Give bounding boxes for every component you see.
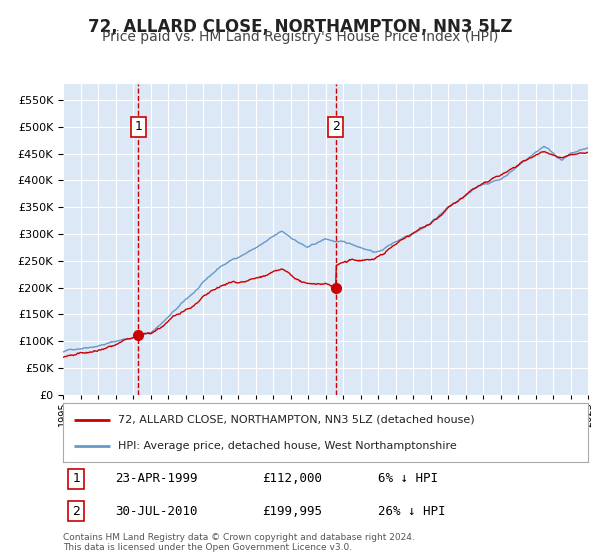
Text: This data is licensed under the Open Government Licence v3.0.: This data is licensed under the Open Gov… bbox=[63, 543, 352, 552]
Text: £199,995: £199,995 bbox=[263, 505, 323, 517]
Text: £112,000: £112,000 bbox=[263, 473, 323, 486]
Text: 26% ↓ HPI: 26% ↓ HPI bbox=[378, 505, 445, 517]
Text: Price paid vs. HM Land Registry's House Price Index (HPI): Price paid vs. HM Land Registry's House … bbox=[102, 30, 498, 44]
Text: Contains HM Land Registry data © Crown copyright and database right 2024.: Contains HM Land Registry data © Crown c… bbox=[63, 533, 415, 542]
Text: 6% ↓ HPI: 6% ↓ HPI bbox=[378, 473, 438, 486]
Text: 1: 1 bbox=[72, 473, 80, 486]
Text: 2: 2 bbox=[72, 505, 80, 517]
Text: 1: 1 bbox=[134, 120, 142, 133]
Text: 30-JUL-2010: 30-JUL-2010 bbox=[115, 505, 198, 517]
Text: 72, ALLARD CLOSE, NORTHAMPTON, NN3 5LZ (detached house): 72, ALLARD CLOSE, NORTHAMPTON, NN3 5LZ (… bbox=[118, 414, 475, 424]
Text: 2: 2 bbox=[332, 120, 340, 133]
Text: 72, ALLARD CLOSE, NORTHAMPTON, NN3 5LZ: 72, ALLARD CLOSE, NORTHAMPTON, NN3 5LZ bbox=[88, 18, 512, 36]
Text: HPI: Average price, detached house, West Northamptonshire: HPI: Average price, detached house, West… bbox=[118, 441, 457, 451]
Text: 23-APR-1999: 23-APR-1999 bbox=[115, 473, 198, 486]
